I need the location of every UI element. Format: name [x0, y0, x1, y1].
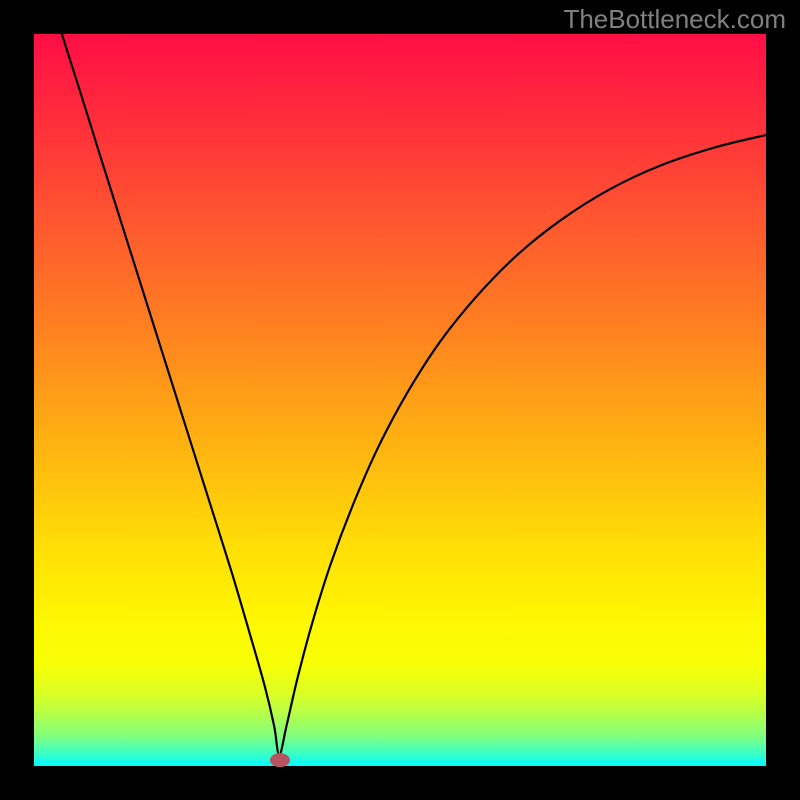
gradient-background: [34, 34, 766, 766]
optimum-marker: [270, 753, 290, 767]
bottleneck-chart: [0, 0, 800, 800]
chart-container: TheBottleneck.com: [0, 0, 800, 800]
watermark-text: TheBottleneck.com: [563, 4, 786, 35]
